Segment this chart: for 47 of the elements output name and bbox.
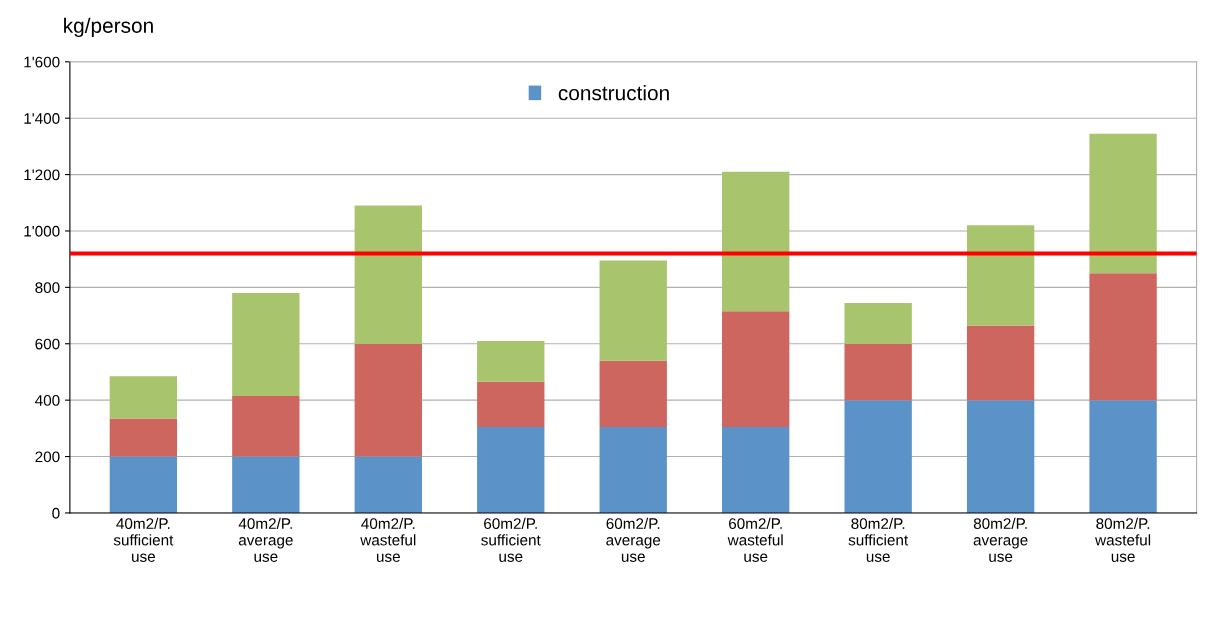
bar — [966, 225, 1035, 326]
x-tick-label: 40m2/P. average use — [238, 517, 293, 562]
bar — [1089, 400, 1157, 513]
bar — [844, 302, 912, 344]
x-tick-label: 60m2/P. average use — [606, 517, 661, 562]
x-tick-label: 80m2/P. sufficient use — [848, 517, 909, 562]
bar — [844, 400, 912, 513]
y-axis-title: kg/person — [64, 17, 153, 38]
bar — [966, 325, 1035, 401]
y-tick-label: 800 — [35, 282, 60, 294]
bar — [354, 456, 422, 513]
y-tick-label: 200 — [35, 451, 60, 463]
bar — [722, 311, 790, 427]
bar — [1089, 273, 1157, 401]
bar — [109, 456, 178, 513]
bar — [599, 260, 667, 361]
bar — [232, 456, 300, 513]
x-tick-label: 40m2/P. wasteful use — [360, 517, 416, 562]
x-tick-label: 60m2/P. wasteful use — [727, 517, 783, 562]
y-tick-label: 0 — [52, 507, 60, 519]
x-tick-label: 80m2/P. average use — [973, 517, 1028, 562]
x-tick-label: 60m2/P. sufficient use — [481, 517, 541, 562]
bar — [354, 343, 422, 457]
bar — [722, 426, 790, 513]
y-tick-label: 600 — [35, 338, 60, 350]
bar — [966, 400, 1035, 513]
bar — [354, 205, 422, 344]
x-tick-label: 40m2/P. sufficient use — [113, 517, 174, 562]
bar — [844, 343, 912, 401]
bar — [599, 360, 667, 427]
y-tick-label: 1'600 — [24, 56, 60, 68]
y-tick-label: 1'000 — [24, 225, 60, 237]
bar — [232, 293, 300, 396]
bar — [477, 340, 545, 382]
y-tick-label: 1'200 — [24, 169, 60, 181]
bar — [109, 376, 178, 419]
bar — [477, 426, 545, 513]
bar — [599, 426, 667, 513]
bar — [722, 171, 790, 312]
y-tick-label: 400 — [35, 395, 60, 406]
bar — [477, 381, 545, 427]
bar — [232, 395, 300, 457]
bar — [1089, 133, 1157, 274]
y-tick-label: 1'400 — [24, 113, 60, 124]
bar — [109, 418, 178, 457]
legend-label: construction — [558, 85, 669, 101]
x-tick-label: 80m2/P. wasteful use — [1095, 517, 1151, 562]
